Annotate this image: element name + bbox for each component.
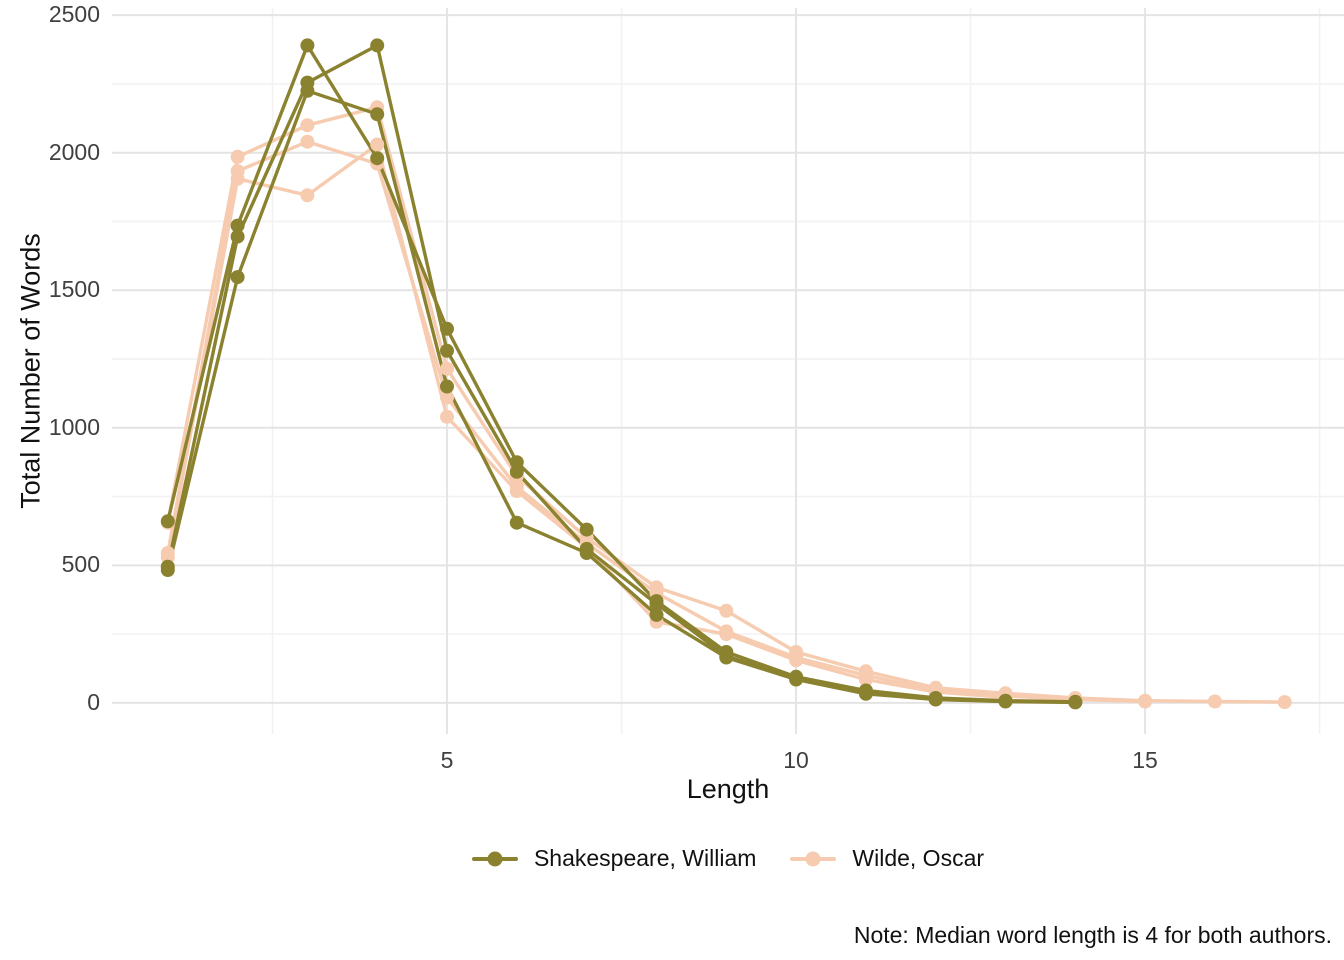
series-line [166,43,1078,704]
data-point [440,379,454,394]
x-tick-label: 15 [1132,747,1158,773]
data-point [300,75,315,90]
x-tick-label: 10 [783,747,809,773]
data-point [300,38,315,53]
data-point [160,546,175,560]
data-point [440,409,454,424]
data-point [719,645,734,659]
data-point [440,361,454,376]
data-point [579,522,594,537]
data-point [300,118,315,133]
legend-key-dot [487,851,503,866]
data-point [300,188,315,203]
data-point [509,515,524,530]
data-point [440,390,454,405]
data-point [230,218,245,233]
data-point [230,164,245,179]
legend-item-wilde: Wilde, Oscar [790,845,984,872]
legend: Shakespeare, William Wilde, Oscar [112,845,1344,872]
data-point [230,149,245,164]
data-point [1277,695,1292,710]
data-point [370,107,385,122]
data-point [579,541,594,556]
data-point [230,270,245,285]
data-point [928,691,943,705]
data-point [370,38,385,53]
legend-key-line-dot-icon [790,851,837,867]
data-point [1068,694,1083,709]
data-point [509,480,524,494]
legend-key-dot [805,851,821,866]
x-axis-title: Length [686,774,770,804]
caption-note: Note: Median word length is 4 for both a… [853,922,1332,948]
data-point [1207,694,1222,709]
legend-item-shakespeare: Shakespeare, William [471,845,757,872]
series-line [166,142,1008,700]
data-point [858,664,873,679]
data-point [370,137,385,152]
data-point [160,514,175,529]
data-point [789,645,804,659]
y-tick-label: 2500 [48,1,100,28]
y-tick-label: 1000 [48,413,100,440]
data-point [719,603,734,618]
data-point [160,559,175,574]
data-point [858,683,873,698]
data-point [230,229,245,244]
y-tick-label: 2000 [48,138,100,165]
data-point [509,455,524,470]
data-point [300,134,315,149]
data-point [440,321,454,336]
legend-label-wilde: Wilde, Oscar [852,845,985,871]
data-point [370,151,385,166]
y-tick-label: 500 [61,551,100,578]
data-point [998,693,1013,708]
data-point [649,580,664,595]
x-tick-label: 5 [440,747,454,773]
data-point [719,624,734,639]
data-point [928,680,943,695]
legend-key-line-dot-icon [471,851,518,867]
data-point [440,343,454,358]
data-point [789,669,804,684]
y-tick-label: 1500 [48,276,100,303]
data-point [649,594,664,609]
data-point [1138,693,1153,708]
data-point [649,607,664,622]
y-axis-title: Total Number of Words [15,233,46,509]
y-tick-label: 0 [87,688,100,715]
data-point [509,464,524,479]
legend-label-shakespeare: Shakespeare, William [533,845,757,871]
